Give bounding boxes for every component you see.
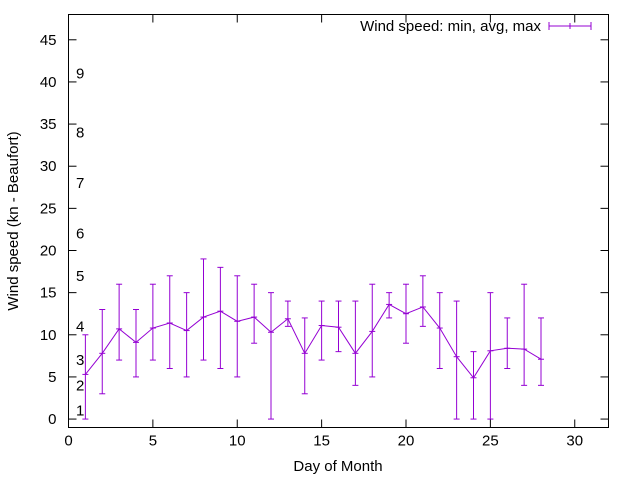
avg-line bbox=[84, 303, 542, 379]
series-layer bbox=[82, 258, 544, 420]
beaufort-label: 7 bbox=[76, 175, 84, 192]
y-axis-label: Wind speed (kn - Beaufort) bbox=[5, 131, 22, 310]
y-tick-label: 5 bbox=[48, 369, 56, 386]
x-tick-label: 20 bbox=[398, 433, 415, 450]
y-tick-label: 10 bbox=[40, 327, 57, 344]
x-tick-label: 30 bbox=[566, 433, 583, 450]
y-tick-label: 25 bbox=[40, 200, 57, 217]
x-tick-label: 0 bbox=[64, 433, 72, 450]
legend-series-label: Wind speed: min, avg, max bbox=[360, 18, 541, 35]
y-tick-label: 0 bbox=[48, 411, 56, 428]
plot-frame bbox=[68, 14, 609, 428]
x-axis-label: Day of Month bbox=[293, 458, 382, 475]
beaufort-label: 4 bbox=[76, 318, 84, 335]
y-tick-label: 35 bbox=[40, 116, 57, 133]
x-tick-label: 10 bbox=[229, 433, 246, 450]
beaufort-label: 5 bbox=[76, 268, 84, 285]
y-tick-label: 20 bbox=[40, 243, 57, 260]
beaufort-label: 1 bbox=[76, 403, 84, 420]
beaufort-label: 8 bbox=[76, 125, 84, 142]
x-tick-label: 5 bbox=[149, 433, 157, 450]
y-tick-label: 45 bbox=[40, 32, 57, 49]
y-tick-label: 15 bbox=[40, 285, 57, 302]
beaufort-label: 2 bbox=[76, 377, 84, 394]
beaufort-label: 9 bbox=[76, 66, 84, 83]
x-tick-label: 25 bbox=[482, 433, 499, 450]
x-tick-label: 15 bbox=[313, 433, 330, 450]
beaufort-label: 3 bbox=[76, 352, 84, 369]
x-axis-ticks: 0 5 10 15 20 25 30 bbox=[64, 14, 583, 450]
legend: Wind speed: min, avg, max bbox=[360, 18, 592, 35]
y-tick-label: 30 bbox=[40, 158, 57, 175]
y-tick-label: 40 bbox=[40, 74, 57, 91]
beaufort-label: 6 bbox=[76, 226, 84, 243]
beaufort-labels: 1 2 3 4 5 6 7 8 9 bbox=[76, 66, 84, 420]
